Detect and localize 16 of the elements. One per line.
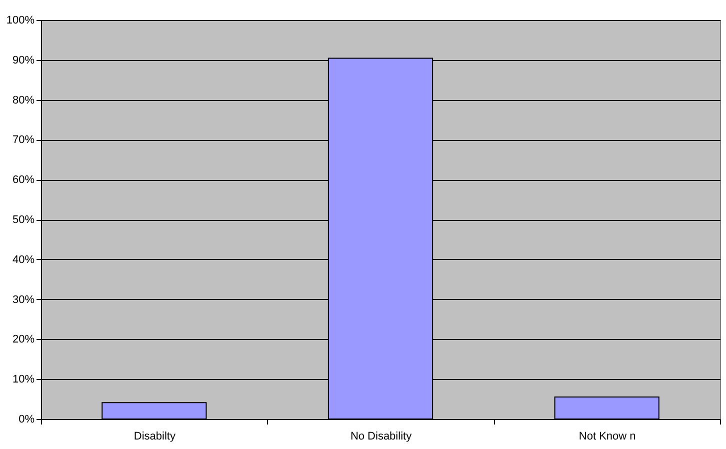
y-tick-label: 40% [12, 254, 35, 266]
bar [102, 402, 207, 420]
x-tick-label: Not Know n [578, 430, 636, 442]
y-tick-label: 30% [12, 294, 35, 306]
y-tick-label: 70% [12, 134, 35, 146]
y-tick-label: 60% [12, 174, 35, 186]
bar [554, 396, 660, 420]
y-tick-label: 20% [12, 334, 35, 346]
y-tick-label: 0% [18, 414, 35, 426]
y-tick-label: 90% [12, 54, 35, 66]
x-tick-label: Disabilty [134, 430, 176, 442]
y-tick-label: 50% [12, 214, 35, 226]
y-tick-label: 80% [12, 94, 35, 106]
x-tick-label: No Disability [350, 430, 412, 442]
y-tick-label: 10% [12, 374, 35, 386]
y-tick-label: 100% [6, 14, 35, 26]
